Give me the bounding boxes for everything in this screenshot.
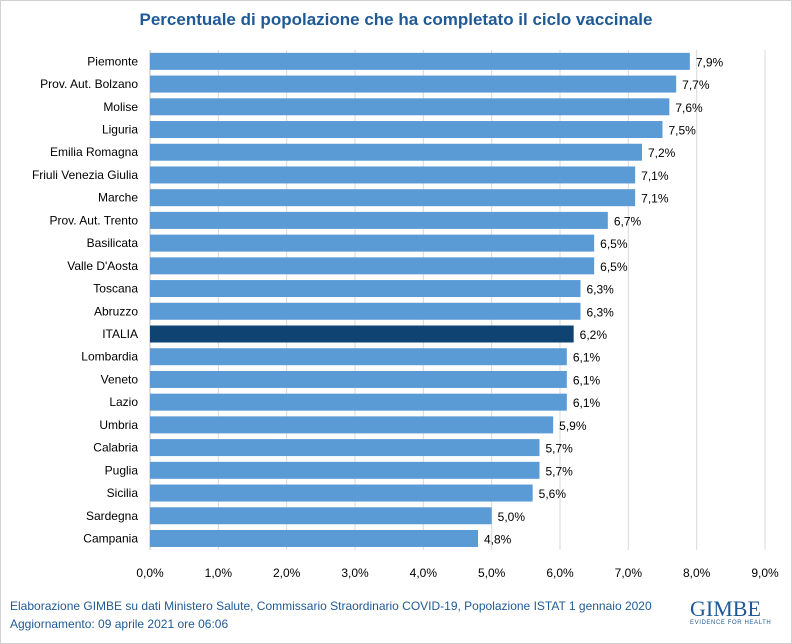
x-tick-label: 9,0%: [751, 566, 779, 580]
category-label: Toscana: [93, 282, 138, 296]
bar: [150, 439, 540, 457]
bar: [150, 166, 636, 184]
x-tick-label: 5,0%: [478, 566, 506, 580]
category-label: Prov. Aut. Trento: [50, 213, 139, 227]
x-tick-label: 8,0%: [683, 566, 711, 580]
data-label: 7,1%: [641, 192, 669, 206]
source-note: Elaborazione GIMBE su dati Ministero Sal…: [10, 599, 652, 613]
data-label: 6,7%: [614, 214, 642, 228]
bar: [150, 507, 492, 525]
category-label: Piemonte: [87, 54, 138, 68]
data-label: 6,5%: [600, 260, 628, 274]
category-label: Marche: [98, 191, 138, 205]
bar: [150, 98, 670, 116]
data-label: 6,3%: [587, 283, 615, 297]
data-label: 6,1%: [573, 351, 601, 365]
bar: [150, 416, 554, 434]
data-label: 6,1%: [573, 373, 601, 387]
category-label: ITALIA: [102, 327, 138, 341]
bar: [150, 234, 595, 252]
category-label: Veneto: [101, 372, 139, 386]
category-label: Puglia: [105, 463, 139, 477]
category-label: Liguria: [102, 123, 138, 137]
category-label: Basilicata: [87, 236, 139, 250]
data-label: 4,8%: [484, 532, 512, 546]
category-label: Umbria: [99, 418, 138, 432]
bar: [150, 484, 533, 502]
bar: [150, 189, 636, 207]
bar: [150, 280, 581, 298]
category-label: Molise: [103, 100, 138, 114]
data-label: 6,3%: [587, 305, 615, 319]
x-tick-label: 0,0%: [136, 566, 164, 580]
bar: [150, 461, 540, 479]
x-tick-label: 1,0%: [205, 566, 233, 580]
x-tick-label: 4,0%: [410, 566, 438, 580]
bar: [150, 325, 574, 343]
x-tick-label: 2,0%: [273, 566, 301, 580]
data-label: 5,0%: [498, 510, 526, 524]
bar: [150, 75, 677, 93]
update-note: Aggiornamento: 09 aprile 2021 ore 06:06: [10, 617, 229, 631]
gimbe-logo: GIMBE EVIDENCE FOR HEALTH: [690, 596, 772, 627]
bar: [150, 211, 608, 229]
bar: [150, 143, 642, 161]
category-label: Campania: [83, 531, 138, 545]
category-label: Calabria: [93, 441, 138, 455]
data-label: 6,1%: [573, 396, 601, 410]
data-label: 7,5%: [669, 124, 697, 138]
category-label: Lombardia: [81, 350, 138, 364]
category-label: Abruzzo: [94, 304, 138, 318]
bar: [150, 121, 663, 139]
bar: [150, 302, 581, 320]
data-label: 5,9%: [559, 419, 587, 433]
category-label: Sardegna: [86, 509, 138, 523]
category-label: Sicilia: [107, 486, 139, 500]
data-label: 5,7%: [546, 442, 574, 456]
bar: [150, 370, 567, 388]
x-tick-label: 3,0%: [341, 566, 369, 580]
category-label: Emilia Romagna: [50, 145, 138, 159]
bar: [150, 348, 567, 366]
data-label: 7,2%: [648, 146, 676, 160]
data-label: 5,6%: [539, 487, 567, 501]
category-label: Prov. Aut. Bolzano: [40, 77, 138, 91]
data-label: 6,2%: [580, 328, 608, 342]
bar: [150, 52, 690, 70]
category-label: Valle D'Aosta: [67, 259, 138, 273]
bar-chart: 0,0% 1,0% 2,0% 3,0% 4,0% 5,0% 6,0% 7,0% 8,0% 9,0%…: [32, 50, 779, 580]
bar: [150, 257, 595, 275]
x-tick-label: 6,0%: [546, 566, 574, 580]
bar: [150, 393, 567, 411]
data-label: 7,6%: [675, 101, 703, 115]
data-label: 7,7%: [682, 78, 710, 92]
bar: [150, 529, 478, 547]
logo-tagline: EVIDENCE FOR HEALTH: [690, 620, 772, 626]
data-label: 5,7%: [546, 464, 574, 478]
data-label: 6,5%: [600, 237, 628, 251]
data-label: 7,1%: [641, 169, 669, 183]
x-tick-label: 7,0%: [615, 566, 643, 580]
category-label: Friuli Venezia Giulia: [32, 168, 138, 182]
chart-title: Percentuale di popolazione che ha comple…: [139, 10, 653, 29]
data-label: 7,9%: [696, 55, 724, 69]
logo-name: GIMBE: [690, 596, 761, 621]
category-label: Lazio: [109, 395, 138, 409]
